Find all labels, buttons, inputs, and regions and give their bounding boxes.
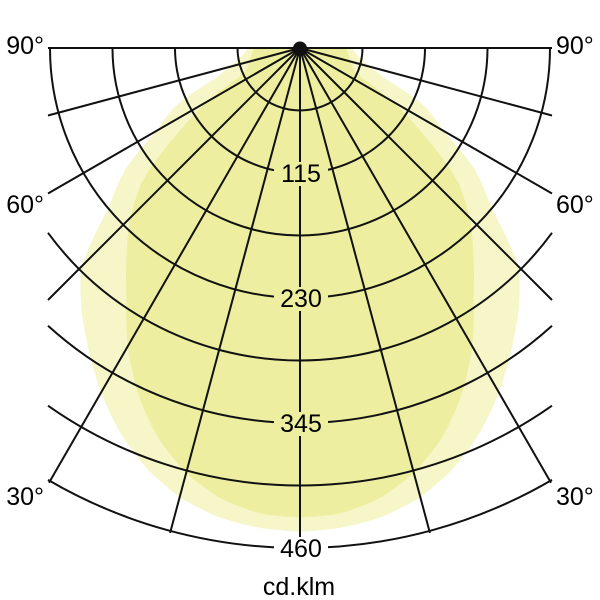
grid-ray--75	[47, 47, 301, 117]
grid-arc-402.5	[47, 404, 553, 487]
grid-arc-172.5	[111, 47, 489, 237]
value-label-345: 345	[280, 410, 322, 438]
angle-label-right-90: 90°	[556, 32, 594, 60]
radial-value-labels: 115 230 345 460	[274, 160, 328, 563]
grid-ray--45	[47, 47, 301, 301]
angle-label-left-90: 90°	[6, 32, 44, 60]
value-label-115: 115	[281, 160, 321, 188]
value-label-230: 230	[280, 285, 322, 313]
angle-label-left-30: 30°	[6, 483, 44, 511]
value-label-bg-345	[274, 412, 328, 436]
angle-label-right-60: 60°	[556, 191, 594, 219]
origin-dot	[293, 41, 307, 56]
grid-ray--60	[47, 47, 301, 195]
grid-ray-60	[299, 47, 553, 195]
angle-label-left-60: 60°	[6, 191, 44, 219]
value-label-bg-115	[274, 162, 328, 186]
grid-ray-75	[299, 47, 553, 117]
value-label-460: 460	[280, 535, 322, 563]
grid-ray-45	[299, 47, 553, 301]
angle-label-right-30: 30°	[556, 483, 594, 511]
value-label-bg-460	[274, 537, 328, 561]
grid-arc-287.5	[47, 232, 553, 362]
value-label-bg-230	[274, 287, 328, 311]
angle-labels: 90° 90° 60° 60° 30° 30°	[6, 32, 594, 511]
grid-arc-57.5	[236, 47, 364, 112]
unit-label: cd.klm	[263, 573, 335, 600]
